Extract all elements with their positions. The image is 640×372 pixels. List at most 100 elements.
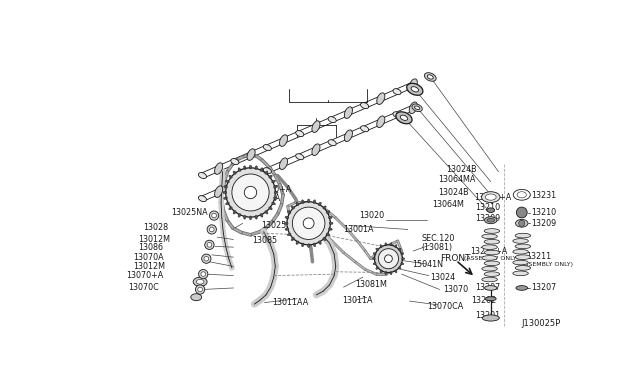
Ellipse shape bbox=[285, 228, 289, 230]
Text: 13070C: 13070C bbox=[128, 283, 159, 292]
Ellipse shape bbox=[487, 218, 495, 222]
Text: 13207: 13207 bbox=[531, 283, 556, 292]
Ellipse shape bbox=[411, 87, 419, 92]
Ellipse shape bbox=[238, 168, 241, 171]
Ellipse shape bbox=[380, 270, 382, 273]
Ellipse shape bbox=[396, 112, 412, 124]
Ellipse shape bbox=[207, 243, 212, 247]
Ellipse shape bbox=[398, 248, 401, 250]
Ellipse shape bbox=[344, 107, 353, 118]
Ellipse shape bbox=[513, 260, 529, 265]
Ellipse shape bbox=[291, 237, 294, 241]
Ellipse shape bbox=[402, 258, 404, 260]
Ellipse shape bbox=[212, 213, 216, 218]
Ellipse shape bbox=[482, 256, 497, 260]
Text: 13028: 13028 bbox=[143, 224, 169, 232]
Ellipse shape bbox=[516, 286, 527, 290]
Ellipse shape bbox=[376, 248, 378, 250]
Ellipse shape bbox=[378, 249, 399, 269]
Ellipse shape bbox=[260, 168, 263, 171]
Ellipse shape bbox=[516, 219, 528, 227]
Ellipse shape bbox=[312, 144, 320, 155]
Ellipse shape bbox=[393, 112, 401, 118]
Text: 13211: 13211 bbox=[527, 252, 552, 261]
Ellipse shape bbox=[329, 222, 333, 224]
Ellipse shape bbox=[484, 240, 500, 244]
Ellipse shape bbox=[328, 117, 336, 123]
Ellipse shape bbox=[485, 194, 496, 200]
Text: SEC.120: SEC.120 bbox=[421, 234, 454, 243]
Ellipse shape bbox=[229, 207, 232, 210]
Ellipse shape bbox=[428, 75, 433, 79]
Text: 13081M: 13081M bbox=[355, 280, 387, 289]
Ellipse shape bbox=[233, 171, 236, 174]
Ellipse shape bbox=[198, 269, 208, 279]
Ellipse shape bbox=[415, 106, 420, 109]
Ellipse shape bbox=[198, 287, 202, 292]
Text: (ASSEMBLY ONLY): (ASSEMBLY ONLY) bbox=[463, 256, 518, 261]
Ellipse shape bbox=[373, 253, 376, 255]
Ellipse shape bbox=[360, 103, 369, 109]
Ellipse shape bbox=[226, 202, 229, 205]
Ellipse shape bbox=[265, 171, 268, 174]
Ellipse shape bbox=[272, 202, 275, 205]
Ellipse shape bbox=[319, 241, 321, 244]
Ellipse shape bbox=[205, 240, 214, 250]
Ellipse shape bbox=[204, 256, 209, 261]
Ellipse shape bbox=[296, 154, 304, 160]
Ellipse shape bbox=[373, 263, 376, 265]
Ellipse shape bbox=[513, 239, 529, 243]
Ellipse shape bbox=[484, 217, 497, 224]
Ellipse shape bbox=[223, 186, 227, 188]
Ellipse shape bbox=[238, 214, 241, 217]
Ellipse shape bbox=[326, 211, 330, 214]
Ellipse shape bbox=[280, 158, 287, 170]
Ellipse shape bbox=[390, 272, 392, 275]
Ellipse shape bbox=[269, 207, 272, 210]
Ellipse shape bbox=[301, 200, 304, 203]
Ellipse shape bbox=[484, 229, 500, 233]
Ellipse shape bbox=[484, 286, 497, 290]
Ellipse shape bbox=[207, 225, 216, 234]
Ellipse shape bbox=[409, 79, 417, 90]
Text: 13064M: 13064M bbox=[433, 200, 465, 209]
Ellipse shape bbox=[195, 285, 205, 294]
Ellipse shape bbox=[247, 149, 255, 160]
Ellipse shape bbox=[482, 245, 497, 250]
Text: 13210: 13210 bbox=[476, 203, 500, 212]
Ellipse shape bbox=[303, 218, 314, 229]
Ellipse shape bbox=[232, 174, 269, 211]
Text: 13020+A: 13020+A bbox=[254, 185, 292, 194]
Ellipse shape bbox=[328, 216, 332, 219]
Ellipse shape bbox=[269, 175, 272, 178]
Text: 13064MA: 13064MA bbox=[438, 175, 476, 184]
Ellipse shape bbox=[296, 131, 304, 137]
Ellipse shape bbox=[377, 93, 385, 105]
Text: J130025P: J130025P bbox=[521, 319, 561, 328]
Ellipse shape bbox=[223, 191, 227, 194]
Ellipse shape bbox=[312, 121, 320, 132]
Ellipse shape bbox=[273, 197, 277, 199]
Text: (ASSEMBLY ONLY): (ASSEMBLY ONLY) bbox=[518, 262, 573, 267]
Ellipse shape bbox=[344, 130, 353, 142]
Ellipse shape bbox=[380, 245, 382, 247]
Ellipse shape bbox=[226, 180, 229, 183]
Text: 13231: 13231 bbox=[531, 191, 556, 200]
Ellipse shape bbox=[516, 207, 527, 218]
Ellipse shape bbox=[323, 237, 326, 241]
Ellipse shape bbox=[284, 222, 288, 224]
Text: 13011A: 13011A bbox=[342, 296, 372, 305]
Ellipse shape bbox=[198, 173, 207, 179]
Ellipse shape bbox=[193, 277, 207, 286]
Ellipse shape bbox=[484, 261, 500, 266]
Ellipse shape bbox=[198, 196, 207, 202]
Ellipse shape bbox=[274, 191, 278, 194]
Ellipse shape bbox=[360, 126, 369, 132]
Ellipse shape bbox=[313, 243, 316, 247]
Ellipse shape bbox=[202, 254, 211, 263]
Ellipse shape bbox=[263, 168, 271, 174]
Ellipse shape bbox=[385, 255, 392, 263]
Ellipse shape bbox=[223, 197, 227, 199]
Text: 13024B: 13024B bbox=[446, 165, 476, 174]
Ellipse shape bbox=[287, 233, 291, 236]
